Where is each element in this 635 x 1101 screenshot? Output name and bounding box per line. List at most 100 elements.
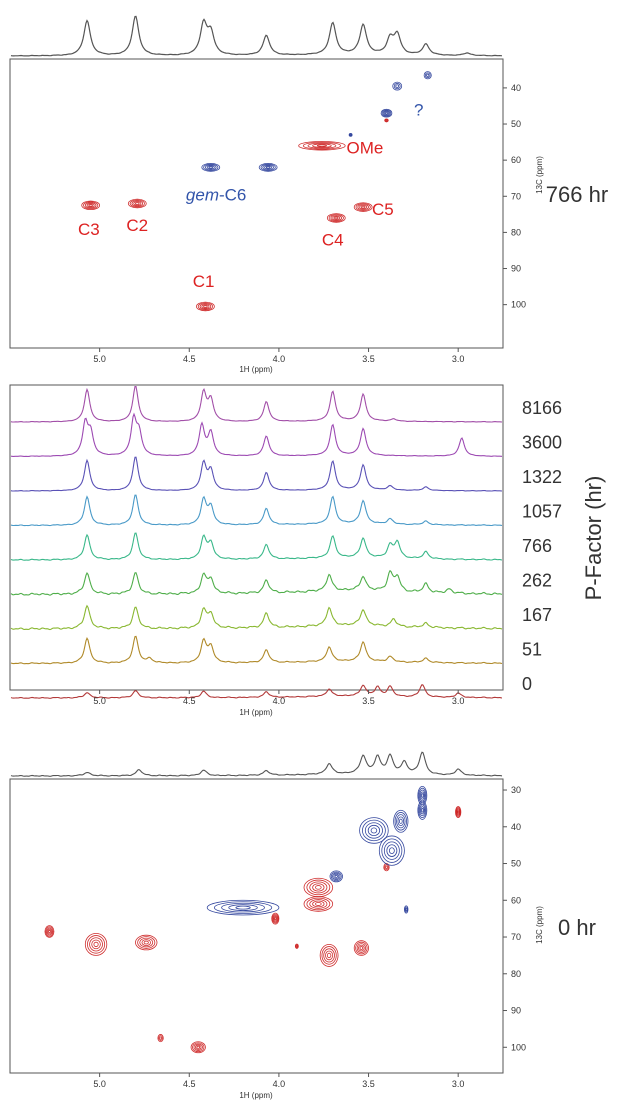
bottom-contour-level xyxy=(364,822,383,839)
bottom-x-tick-label: 4.0 xyxy=(273,1079,286,1089)
top-contour-level xyxy=(133,201,142,206)
bottom-x-tick-label: 3.0 xyxy=(452,1079,465,1089)
bottom-contour-level xyxy=(271,912,280,925)
top-negative-peak xyxy=(258,163,278,172)
bottom-contour-level xyxy=(355,941,368,955)
top-contour-level xyxy=(302,141,341,150)
top-contour-level xyxy=(334,216,339,220)
bottom-contour-level xyxy=(332,872,341,881)
bottom-contour-level xyxy=(418,802,427,818)
top-positive-peak xyxy=(384,118,389,123)
bottom-contour-level xyxy=(457,810,460,814)
top-contour-level xyxy=(384,118,389,123)
top-contour-level xyxy=(264,165,273,170)
bottom-contour-level xyxy=(417,800,428,820)
bottom-contour-level xyxy=(420,791,425,800)
top-contour-level xyxy=(385,119,388,122)
top-contour-level xyxy=(423,71,432,80)
bottom-contour-level xyxy=(378,835,405,866)
bottom-contour-level xyxy=(456,809,460,815)
bottom-positive-peak xyxy=(157,1034,164,1043)
bottom-contour-level xyxy=(393,809,409,833)
top-y-tick-label: 100 xyxy=(511,300,526,310)
bottom-positive-peak xyxy=(84,932,108,956)
p-factor-label: 51 xyxy=(522,640,542,660)
bottom-contour-level xyxy=(326,952,332,959)
bottom-negative-peak xyxy=(329,870,343,883)
bottom-contour-level xyxy=(141,939,151,946)
bottom-contour-level xyxy=(383,863,390,872)
bottom-positive-peak xyxy=(135,934,158,951)
bottom-contour-level xyxy=(370,827,378,834)
mid-x-tick-label: 3.0 xyxy=(452,696,465,706)
bottom-contour-level xyxy=(213,901,273,914)
bottom-contour-level xyxy=(356,943,367,953)
top-x-tick-label: 3.0 xyxy=(452,354,465,364)
bottom-contour-level xyxy=(421,807,424,813)
mid-x-tick-label: 5.0 xyxy=(93,696,106,706)
bottom-contour-level xyxy=(228,904,258,911)
bottom-contour-level xyxy=(273,916,278,922)
top-contour-level xyxy=(84,202,97,209)
p-factor-label: 262 xyxy=(522,571,552,591)
bottom-contour-level xyxy=(190,1041,206,1054)
bottom-contour-level xyxy=(396,814,406,829)
top-contour-level xyxy=(201,304,210,309)
top-contour-level xyxy=(381,109,392,117)
bottom-contour-level xyxy=(91,939,101,950)
p-factor-labels: 8166 3600 1322 1057 766 262 167 51 0 xyxy=(522,398,562,694)
time-label-766: 766 hr xyxy=(546,182,608,207)
bottom-contour-level xyxy=(404,905,409,914)
top-contour-level xyxy=(349,133,353,137)
bottom-contour-level xyxy=(334,874,338,878)
projection-line-bottom xyxy=(10,751,503,777)
y-axis-ticks-top: 40 50 60 70 80 90 100 xyxy=(503,83,526,310)
bottom-contour-level xyxy=(385,865,388,869)
top-contour-level xyxy=(197,302,213,311)
x-axis-ticks-bottom: 5.0 4.5 4.0 3.5 3.0 xyxy=(93,1073,464,1089)
bottom-contour-level xyxy=(158,1035,163,1041)
bottom-positive-peak xyxy=(271,912,280,925)
top-contour-level xyxy=(127,198,147,209)
top-contour-level xyxy=(357,204,369,211)
bottom-contour-level xyxy=(137,936,156,949)
top-contour-level xyxy=(298,140,346,151)
bottom-y-tick-label: 80 xyxy=(511,969,521,979)
bottom-contour-level xyxy=(194,1044,202,1050)
bottom-contour-level xyxy=(294,943,299,949)
top-positive-peak xyxy=(81,200,101,211)
peak-annotation--: ? xyxy=(414,101,423,120)
top-y-tick-label: 90 xyxy=(511,264,521,274)
bottom-y-tick-label: 90 xyxy=(511,1006,521,1016)
bottom-contour-level xyxy=(235,905,251,910)
bottom-positive-peak xyxy=(303,877,334,898)
bottom-contour-level xyxy=(455,807,461,817)
bottom-contour-level xyxy=(383,841,400,860)
bottom-positive-peak xyxy=(294,943,299,949)
bottom-contour-level xyxy=(325,950,334,961)
top-contour-level xyxy=(384,119,389,122)
bottom-contour-level xyxy=(417,785,428,806)
bottom-contour-level xyxy=(295,945,298,948)
x-axis-label-middle: 1H (ppm) xyxy=(239,708,273,717)
spectrum-line xyxy=(10,412,502,457)
peak-annotation-gem-c6: gem-C6 xyxy=(186,185,246,204)
spectrum-line xyxy=(10,532,503,561)
mid-x-tick-label: 3.5 xyxy=(362,696,375,706)
top-contour-level xyxy=(328,214,344,222)
top-y-tick-label: 40 xyxy=(511,83,521,93)
top-contour-level xyxy=(393,83,401,90)
bottom-contour-level xyxy=(359,817,389,844)
top-negative-peak xyxy=(423,71,432,80)
top-y-tick-label: 70 xyxy=(511,191,521,201)
bottom-y-tick-label: 70 xyxy=(511,932,521,942)
top-contour-level xyxy=(395,84,400,88)
top-contour-level xyxy=(81,200,101,211)
top-contour-level xyxy=(384,111,388,115)
top-contour-level xyxy=(355,203,371,211)
bottom-y-tick-label: 50 xyxy=(511,859,521,869)
bottom-contour-level xyxy=(319,943,339,967)
top-contour-level xyxy=(380,108,393,118)
bottom-contour-level xyxy=(404,906,408,913)
bottom-contour-level xyxy=(221,902,265,913)
